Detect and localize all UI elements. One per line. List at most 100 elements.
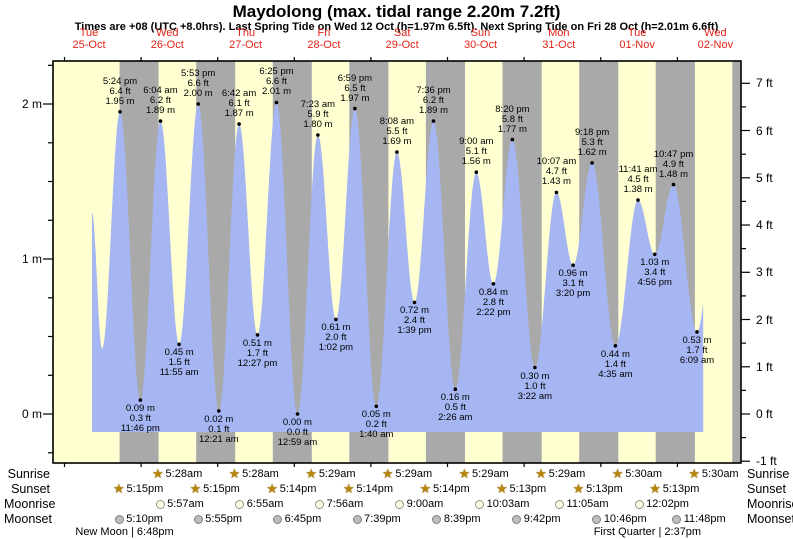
tide-label-line: 6:04 am (143, 85, 178, 97)
tide-extreme-marker (554, 190, 559, 195)
tide-label-line: 0.1 ft (208, 423, 230, 435)
tide-extreme-marker (395, 150, 399, 154)
tide-label-high: 7:23 am 5.9 ft 1.80 m (286, 100, 350, 130)
y-axis-label-left: 0 m (21, 407, 42, 421)
tide-label-high: 8:20 pm 5.8 ft 1.77 m (480, 104, 544, 135)
tide-extreme-marker (431, 119, 436, 123)
tide-label-line: 1.97 m (340, 92, 370, 104)
footer-row-label-moonset: Moonset (4, 512, 52, 526)
tide-label-low: 0.30 m 1.0 ft 3:22 am (503, 371, 567, 402)
sunrise-icon: ★ (305, 466, 317, 481)
tide-label-low: 0.00 m 0.0 ft 12:59 am (265, 418, 329, 448)
tide-extreme-marker (353, 106, 357, 111)
tide-label-low: 0.72 m 2.4 ft 1:39 pm (383, 306, 447, 336)
tide-label-line: 9:00 am (459, 136, 494, 148)
tide-label-high: 6:04 am 6.2 ft 1.89 m (128, 86, 192, 116)
moonset-time: 8:39pm (443, 513, 481, 525)
sunset-time: 5:13pm (509, 483, 547, 495)
tide-label-line: 1.7 ft (686, 344, 708, 356)
footer-row-label-sunset: Sunset (747, 482, 786, 496)
tide-label-line: 5.3 ft (581, 136, 603, 148)
day-label-line: Tue (627, 27, 647, 39)
sunset-time: 5:14pm (432, 483, 470, 495)
tide-label-low: 0.45 m 1.5 ft 11:55 am (147, 348, 211, 378)
tide-label-line: 1.4 ft (604, 358, 626, 370)
sunrise-icon: ★ (152, 466, 164, 481)
tide-label-line: 0.84 m (478, 286, 508, 298)
y-axis-label-right: 3 ft (756, 265, 773, 280)
tide-label-line: 6.1 ft (228, 98, 250, 110)
footer-row-label-moonset: Moonset (747, 512, 793, 526)
day-label-line: Wed (704, 27, 727, 39)
tide-extreme-marker (613, 344, 618, 348)
sunrise-time: 5:29am (318, 468, 356, 480)
sunrise-icon: ★ (611, 466, 624, 481)
tide-label-low: 0.09 m 0.3 ft 11:46 pm (108, 404, 172, 434)
tide-label-line: 0.00 m (282, 417, 312, 428)
sunset-icon: ★ (649, 481, 661, 496)
footer-row-label-moonrise: Moonrise (747, 497, 793, 511)
moonset-time: 7:39pm (364, 513, 401, 525)
tide-label-line: 5.8 ft (501, 113, 523, 125)
tide-label-line: 7:36 pm (416, 85, 451, 97)
tide-extreme-marker (412, 300, 417, 305)
moonset-icon (273, 514, 283, 524)
tide-label-line: 1:02 pm (318, 342, 354, 354)
tide-label-line: 1.03 m (640, 257, 670, 269)
footer-row-label-sunrise: Sunrise (747, 467, 790, 481)
moonrise-time: 6:55am (246, 498, 284, 510)
y-axis-label-right: -1 ft (756, 454, 777, 469)
tide-label-line: 3.1 ft (562, 278, 584, 290)
tide-extreme-marker (196, 102, 200, 106)
sunrise-time: 5:28am (242, 468, 279, 480)
tide-label-high: 9:18 pm 5.3 ft 1.62 m (560, 126, 624, 158)
sunrise-time: 5:29am (548, 468, 586, 480)
tide-label-low: 0.16 m 0.5 ft 2:26 am (423, 393, 487, 423)
tide-label-low: 0.02 m 0.1 ft 12:21 am (187, 414, 251, 445)
tide-label-line: 6.2 ft (149, 95, 172, 107)
spring-tide-subtitle: Times are +08 (UTC +8.0hrs). Last Spring… (74, 21, 719, 33)
tide-label-line: 4:35 am (598, 368, 633, 380)
page-title: Maydolong (max. tidal range 2.20m 7.2ft) (232, 2, 561, 21)
tide-label-line: 4:56 pm (637, 277, 672, 289)
sunset-time: 5:13pm (662, 483, 700, 495)
tide-label-high: 6:59 pm 6.5 ft 1.97 m (323, 73, 387, 104)
tide-label-line: 6.5 ft (344, 82, 366, 94)
y-axis-label-right: 6 ft (756, 123, 773, 138)
y-axis-label-right: 7 ft (756, 76, 773, 91)
tide-extreme-marker (374, 404, 379, 409)
moonset-time: 10:46pm (603, 513, 647, 525)
moonrise-icon (315, 499, 325, 509)
day-label: Sat 29-Oct (367, 27, 437, 51)
tide-label-line: 4.7 ft (545, 166, 567, 178)
y-axis-label-right: 1 ft (756, 359, 773, 374)
tide-label-line: 0.96 m (558, 268, 588, 280)
tide-label-line: 5:53 pm (181, 68, 216, 79)
tide-extreme-marker (636, 198, 640, 202)
tide-label-line: 1.62 m (577, 146, 607, 158)
tide-label-line: 1.89 m (418, 105, 448, 117)
tide-label-line: 0.16 m (440, 392, 470, 404)
tide-label-line: 1.48 m (658, 168, 688, 180)
y-axis-label-left: 2 m (21, 97, 42, 111)
tide-extreme-marker (653, 252, 657, 257)
day-label-line: 25-Oct (72, 38, 106, 51)
sunset-icon: ★ (342, 481, 355, 496)
moonrise-icon (235, 499, 245, 509)
tide-extreme-marker (295, 412, 300, 416)
tide-label-line: 5.1 ft (465, 146, 487, 158)
moonset-time: 9:42pm (523, 513, 561, 525)
sunset-icon: ★ (572, 481, 585, 496)
tide-extreme-marker (671, 182, 676, 187)
day-label: Sun 30-Oct (446, 27, 516, 51)
sunset-time: 5:15pm (126, 483, 164, 495)
tide-label-line: 5:24 pm (102, 75, 138, 87)
tide-label-line: 9:18 pm (574, 126, 610, 138)
tide-label-line: 0.72 m (399, 305, 430, 317)
day-label-line: 01-Nov (619, 38, 655, 51)
tide-extreme-marker (217, 409, 221, 413)
moonrise-time: 7:56am (326, 498, 364, 510)
tide-label-low: 0.96 m 3.1 ft 3:20 pm (541, 269, 605, 299)
tide-label-line: 6:09 am (679, 354, 715, 366)
